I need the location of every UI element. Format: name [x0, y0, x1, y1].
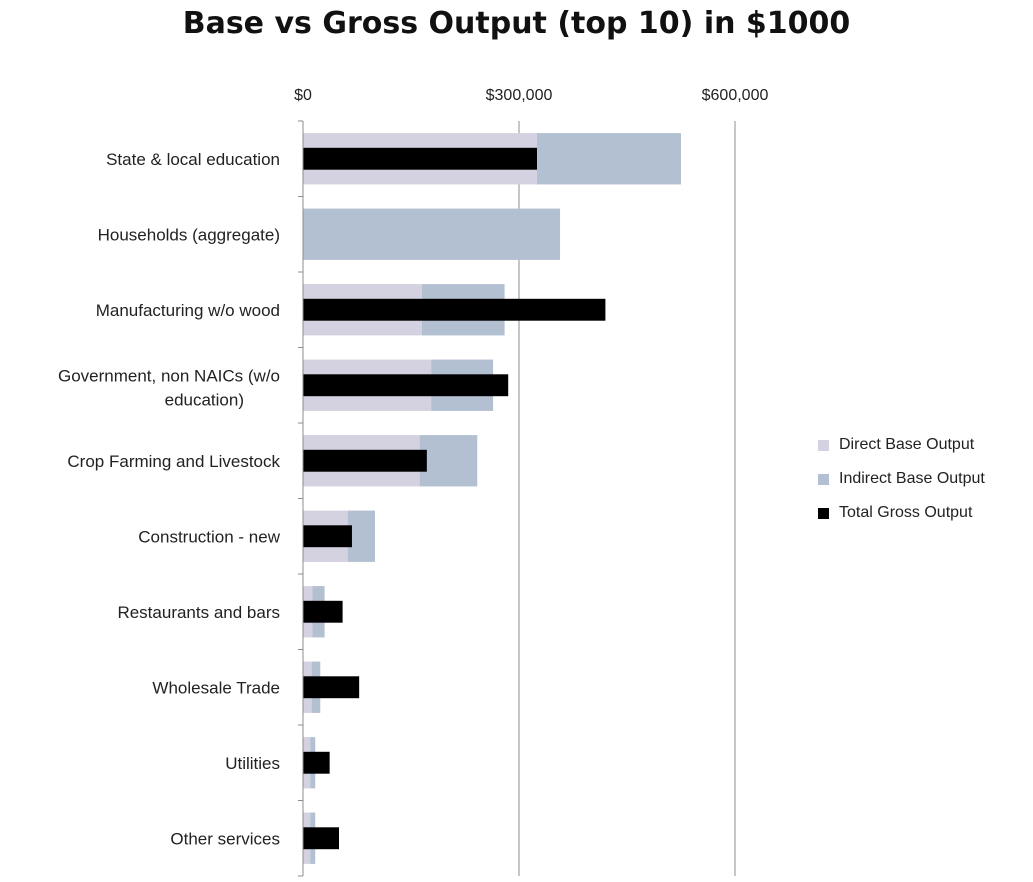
bar-total-gross: [303, 449, 427, 472]
legend-item: Indirect Base Output: [818, 462, 1030, 496]
category-label: Manufacturing w/o wood: [96, 301, 280, 320]
category-label: Restaurants and bars: [117, 603, 280, 622]
category-label: Crop Farming and Livestock: [67, 452, 280, 471]
legend: Direct Base Output Indirect Base Output To…: [818, 428, 1030, 530]
bar-total-gross: [303, 147, 537, 170]
legend-label: Total Gross Output: [839, 504, 973, 521]
legend-swatch: [818, 473, 829, 485]
category-label: Government, non NAICs (w/o education): [58, 366, 280, 409]
x-tick-label: $300,000: [486, 87, 553, 104]
bar-indirect-base: [537, 133, 681, 185]
category-label: Households (aggregate): [98, 225, 280, 244]
bar-indirect-base: [303, 208, 561, 260]
bar-total-gross: [303, 751, 330, 774]
legend-swatch: [818, 439, 829, 451]
legend-item: Total Gross Output: [818, 496, 1030, 530]
category-label: State & local education: [106, 150, 280, 169]
x-tick-label: $600,000: [702, 87, 769, 104]
chart-title: Base vs Gross Output (top 10) in $1000: [182, 6, 851, 41]
category-label: Construction - new: [138, 527, 280, 546]
category-label: Wholesale Trade: [152, 678, 280, 697]
legend-swatch: [818, 507, 829, 519]
category-label: Other services: [170, 829, 280, 848]
bar-total-gross: [303, 827, 339, 850]
legend-item: Direct Base Output: [818, 428, 1030, 462]
bar-total-gross: [303, 525, 352, 548]
bar-total-gross: [303, 374, 509, 397]
bar-indirect-base: [419, 435, 478, 487]
bar-total-gross: [303, 600, 343, 623]
legend-label: Direct Base Output: [839, 436, 975, 453]
category-label: Utilities: [225, 754, 280, 773]
legend-label: Indirect Base Output: [839, 470, 985, 487]
bar-total-gross: [303, 676, 360, 699]
bar-indirect-base: [347, 510, 375, 562]
x-tick-label: $0: [294, 87, 312, 104]
bar-total-gross: [303, 298, 606, 321]
